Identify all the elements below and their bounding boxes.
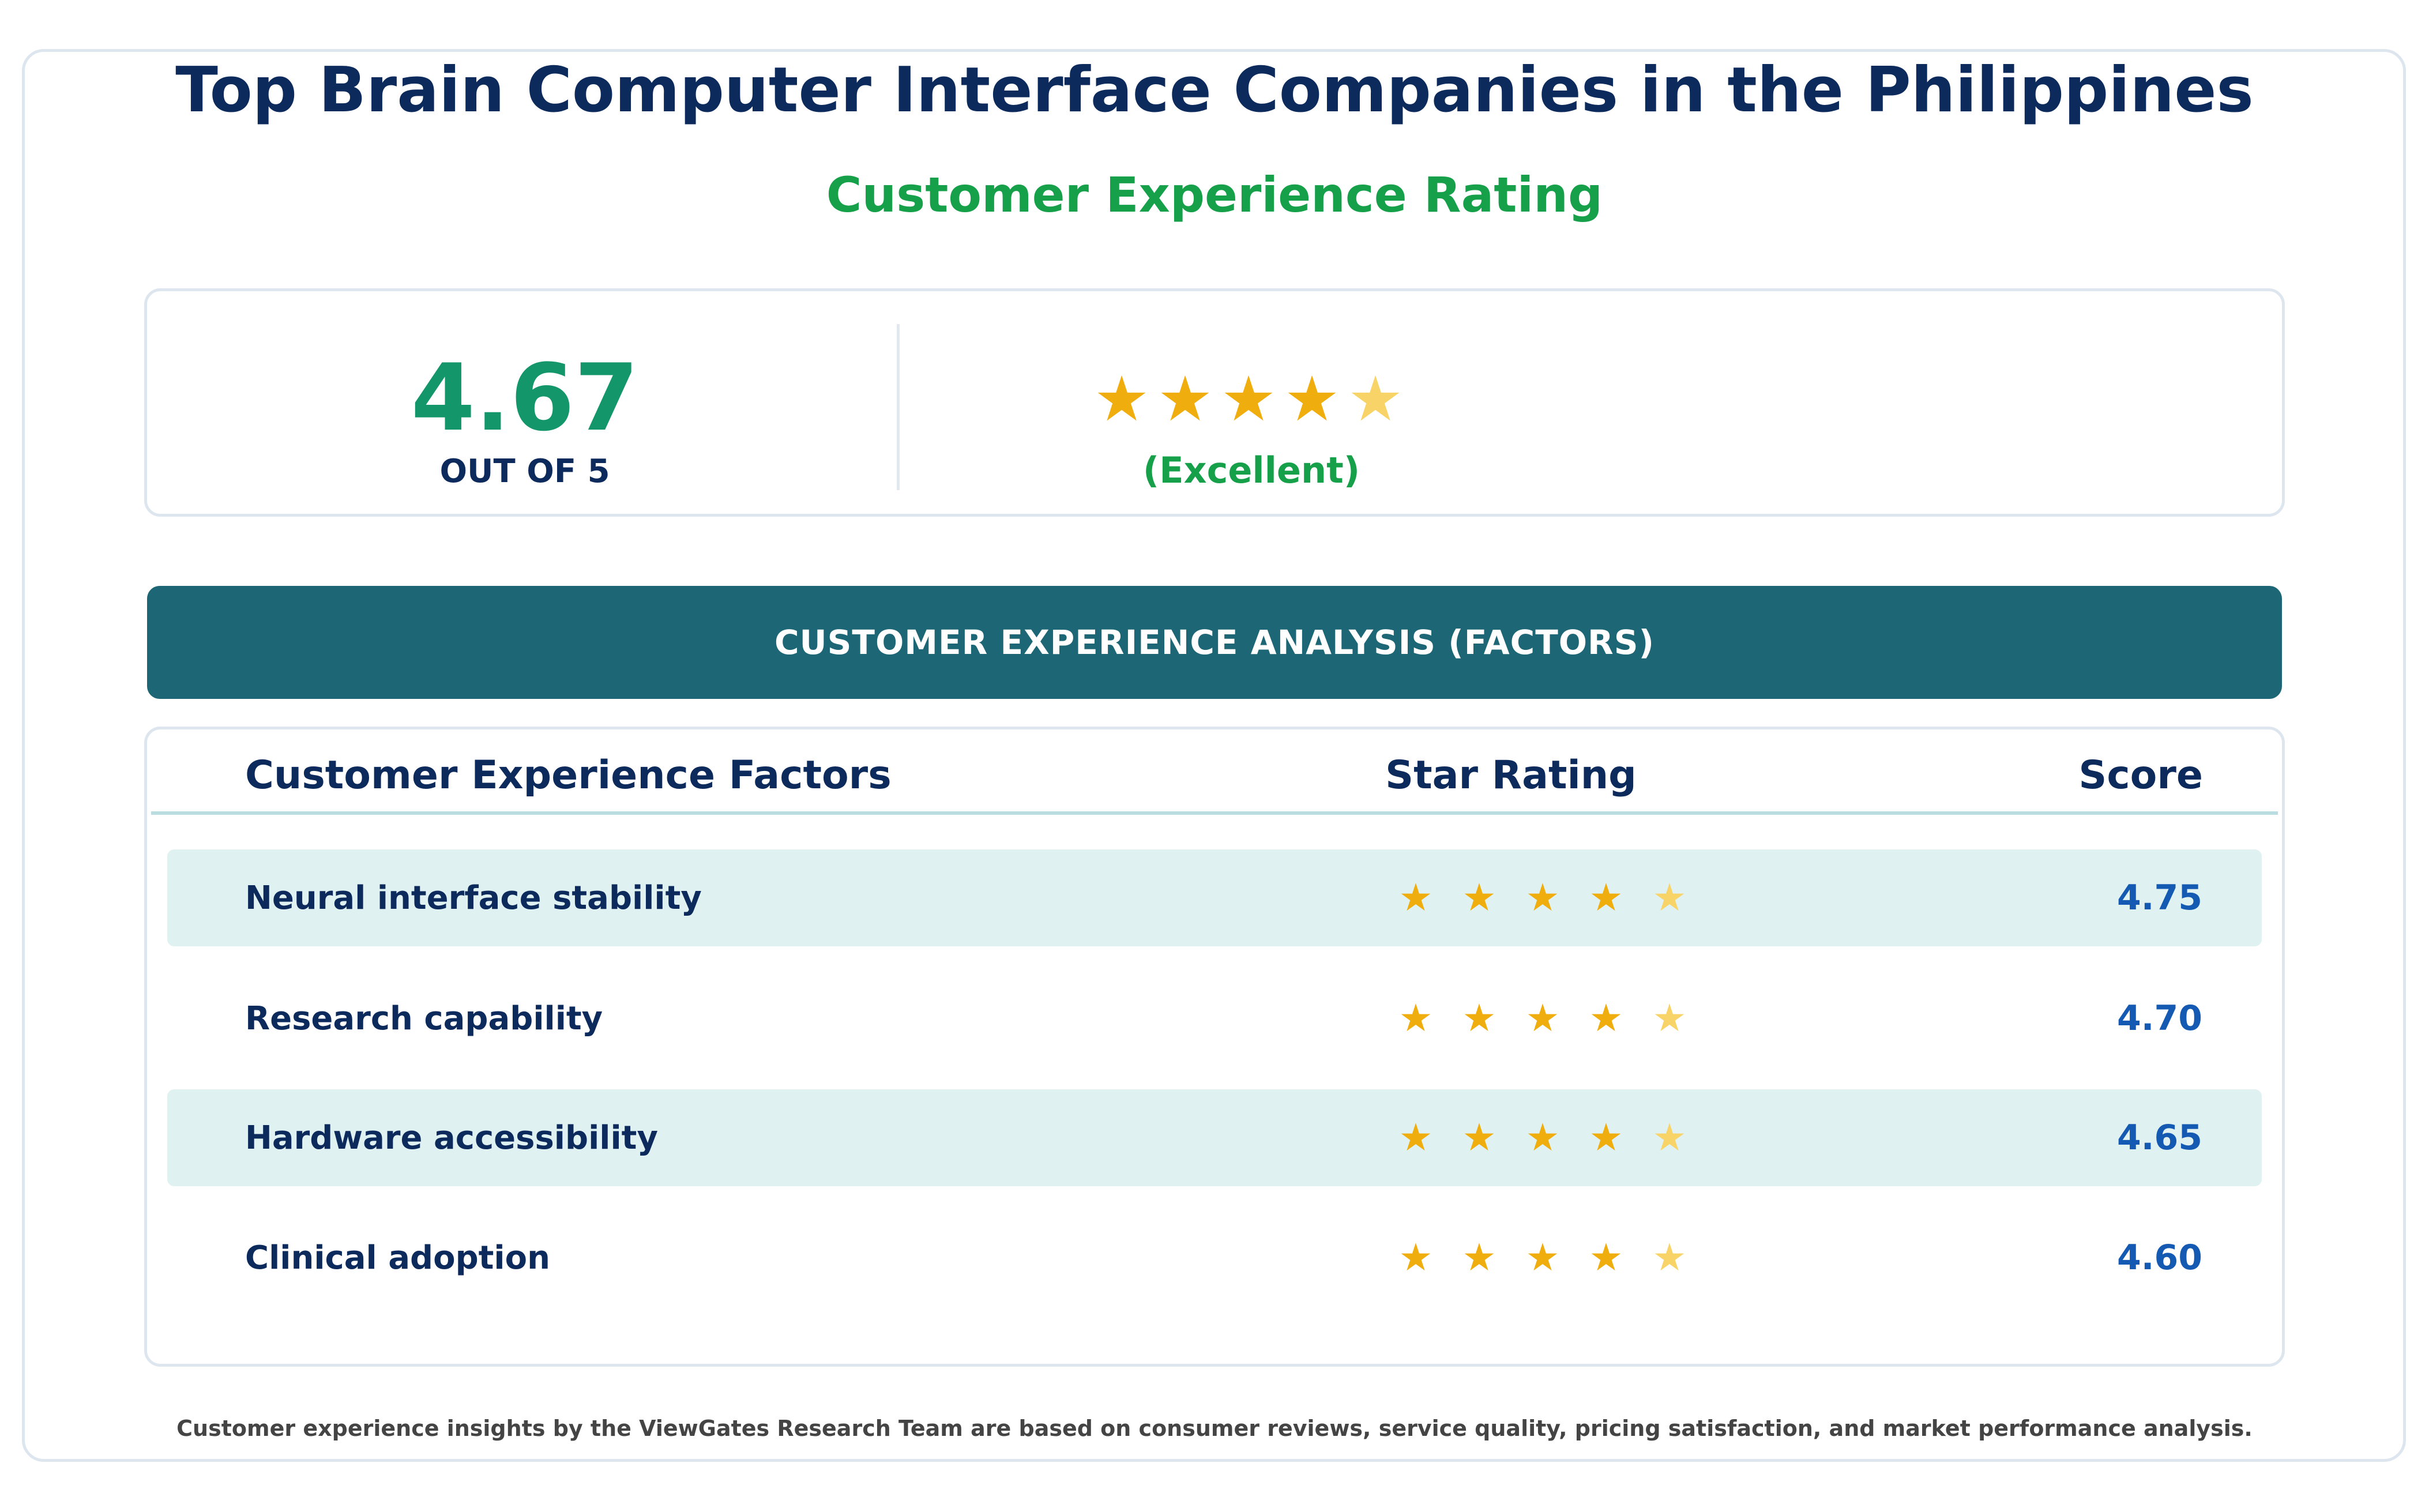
star-icon: ★ [1398, 875, 1433, 920]
star-icon: ★ [1525, 875, 1560, 920]
header-divider [151, 811, 2278, 815]
overall-score: 4.67 [411, 344, 639, 452]
factors-table [144, 727, 2285, 1367]
overall-score-scale: OUT OF 5 [439, 453, 610, 490]
factor-score: 4.70 [2116, 998, 2202, 1039]
star-icon: ★ [1398, 996, 1433, 1040]
summary-card [144, 288, 2285, 517]
table-row: Research capability ★ ★ ★ ★ ★ 4.70 [167, 970, 2262, 1067]
star-icon: ★ [1589, 875, 1623, 920]
star-icon: ★ [1220, 363, 1277, 435]
factor-label: Research capability [245, 999, 603, 1037]
overall-star-rating: ★ ★ ★ ★ ★ [1090, 362, 1407, 437]
star-icon: ★ [1525, 1235, 1560, 1280]
factor-star-rating: ★ ★ ★ ★ ★ [1384, 1209, 1701, 1306]
table-row: Neural interface stability ★ ★ ★ ★ ★ 4.7… [167, 849, 2262, 946]
star-icon: ★ [1652, 875, 1687, 920]
footer-note: Customer experience insights by the View… [176, 1416, 2253, 1441]
factor-label: Neural interface stability [245, 879, 702, 917]
star-icon: ★ [1525, 1115, 1560, 1160]
factor-score: 4.75 [2116, 878, 2202, 918]
star-icon: ★ [1462, 1235, 1496, 1280]
star-icon: ★ [1347, 363, 1404, 435]
star-icon: ★ [1589, 1235, 1623, 1280]
star-icon: ★ [1589, 996, 1623, 1040]
star-icon: ★ [1398, 1115, 1433, 1160]
table-row: Clinical adoption ★ ★ ★ ★ ★ 4.60 [167, 1209, 2262, 1306]
factor-score: 4.60 [2116, 1238, 2202, 1278]
star-icon: ★ [1462, 875, 1496, 920]
summary-divider [897, 324, 900, 490]
factor-score: 4.65 [2116, 1118, 2202, 1158]
factor-label: Clinical adoption [245, 1239, 550, 1277]
page-title: Top Brain Computer Interface Companies i… [175, 54, 2254, 126]
overall-rating-label: (Excellent) [1142, 449, 1360, 491]
factor-star-rating: ★ ★ ★ ★ ★ [1384, 1089, 1701, 1186]
table-row: Hardware accessibility ★ ★ ★ ★ ★ 4.65 [167, 1089, 2262, 1186]
star-icon: ★ [1093, 363, 1150, 435]
star-icon: ★ [1652, 1115, 1687, 1160]
column-header-score: Score [2078, 753, 2203, 798]
star-icon: ★ [1284, 363, 1340, 435]
star-icon: ★ [1462, 1115, 1496, 1160]
analysis-banner: CUSTOMER EXPERIENCE ANALYSIS (FACTORS) [147, 586, 2282, 699]
star-icon: ★ [1652, 1235, 1687, 1280]
factor-star-rating: ★ ★ ★ ★ ★ [1384, 849, 1701, 946]
factor-star-rating: ★ ★ ★ ★ ★ [1384, 970, 1701, 1067]
factor-label: Hardware accessibility [245, 1119, 658, 1157]
star-icon: ★ [1525, 996, 1560, 1040]
star-icon: ★ [1157, 363, 1213, 435]
star-icon: ★ [1589, 1115, 1623, 1160]
star-icon: ★ [1398, 1235, 1433, 1280]
star-icon: ★ [1652, 996, 1687, 1040]
column-header-stars: Star Rating [1385, 753, 1637, 798]
column-header-factor: Customer Experience Factors [245, 753, 892, 798]
star-icon: ★ [1462, 996, 1496, 1040]
page-subtitle: Customer Experience Rating [826, 167, 1603, 223]
